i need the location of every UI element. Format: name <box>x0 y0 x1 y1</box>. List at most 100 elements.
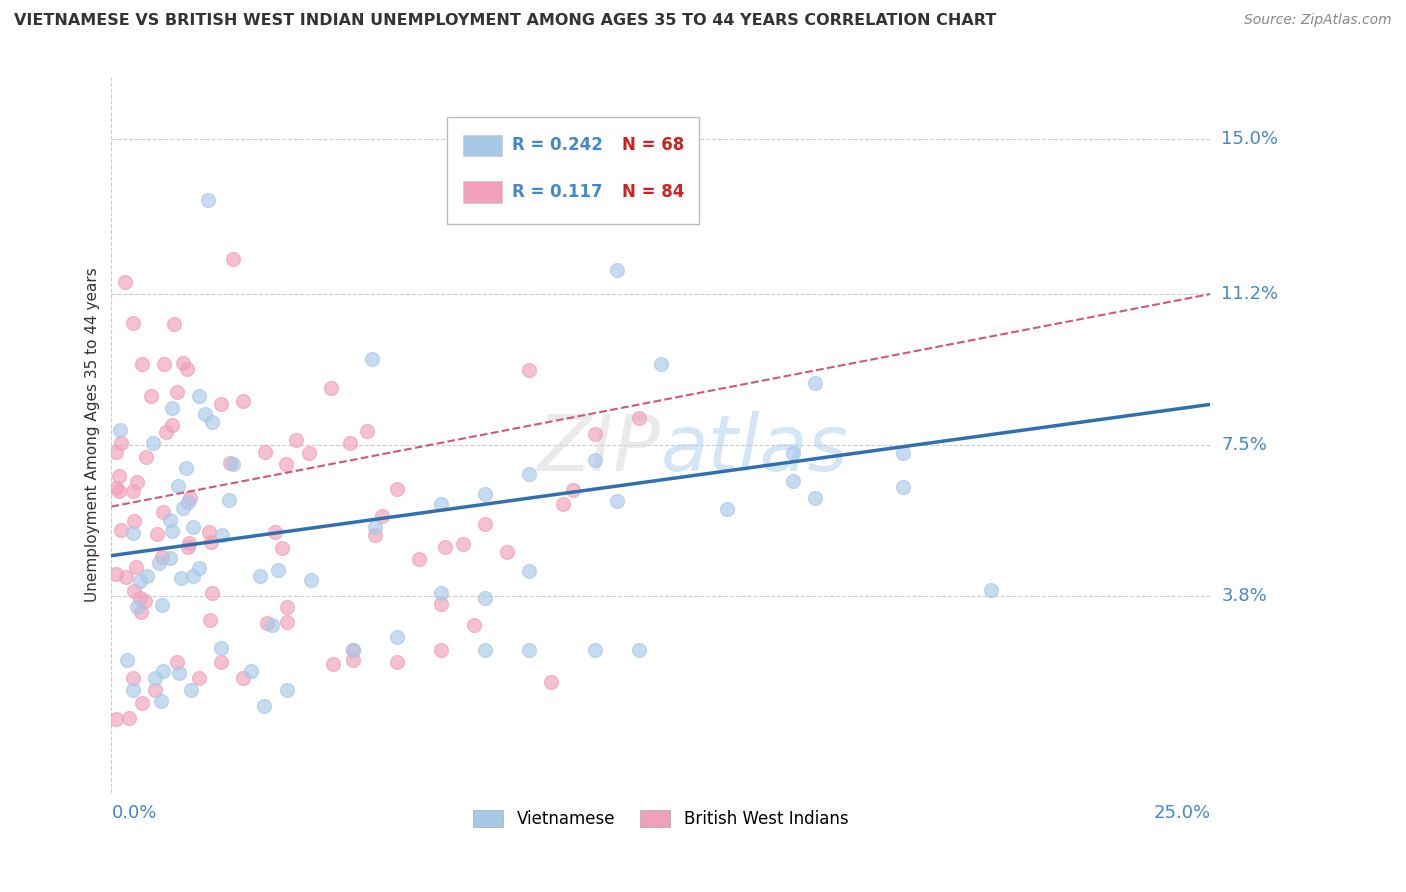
Point <box>267 563 290 577</box>
Point <box>339 436 361 450</box>
Point <box>222 252 245 267</box>
Point <box>135 450 157 464</box>
Point <box>474 517 496 532</box>
Point <box>166 655 188 669</box>
Text: N = 68: N = 68 <box>623 136 685 154</box>
Point <box>176 361 198 376</box>
Point <box>430 598 453 612</box>
Point <box>187 389 209 403</box>
Point <box>385 483 408 497</box>
Point <box>891 480 914 494</box>
Point <box>274 458 297 472</box>
Point <box>125 600 148 615</box>
Point <box>145 683 167 698</box>
Point <box>276 683 298 698</box>
Point <box>181 568 204 582</box>
Point <box>200 535 222 549</box>
Point <box>209 397 232 411</box>
Point <box>152 549 174 564</box>
Point <box>105 445 128 459</box>
Point <box>451 537 474 551</box>
Point <box>179 536 201 550</box>
Point <box>139 389 162 403</box>
Point <box>160 417 183 432</box>
Text: R = 0.242: R = 0.242 <box>513 136 603 154</box>
Point <box>342 642 364 657</box>
Point <box>152 505 174 519</box>
Text: R = 0.117: R = 0.117 <box>513 183 603 201</box>
Point <box>152 664 174 678</box>
Point <box>321 381 343 395</box>
Point <box>211 528 233 542</box>
Point <box>782 474 804 488</box>
Point <box>104 712 127 726</box>
Text: N = 84: N = 84 <box>623 183 685 201</box>
Point <box>517 564 540 578</box>
Point <box>150 694 173 708</box>
Point <box>627 411 650 425</box>
Point <box>385 655 408 669</box>
Point <box>131 696 153 710</box>
Point <box>222 457 245 471</box>
Point <box>122 316 145 330</box>
Point <box>891 446 914 460</box>
Point <box>122 683 145 698</box>
Point <box>240 665 263 679</box>
Point <box>145 671 167 685</box>
Point <box>782 446 804 460</box>
Y-axis label: Unemployment Among Ages 35 to 44 years: Unemployment Among Ages 35 to 44 years <box>86 268 100 602</box>
Point <box>104 481 127 495</box>
Point <box>276 600 298 615</box>
Point <box>115 653 138 667</box>
Point <box>463 618 485 632</box>
Point <box>172 356 194 370</box>
Point <box>201 415 224 429</box>
Point <box>716 502 738 516</box>
Point <box>803 491 825 506</box>
Point <box>167 666 190 681</box>
Point <box>181 520 204 534</box>
Point <box>627 642 650 657</box>
Point <box>129 606 152 620</box>
Text: 11.2%: 11.2% <box>1222 285 1278 303</box>
Point <box>262 617 284 632</box>
Point <box>159 551 181 566</box>
Point <box>160 401 183 415</box>
Point <box>517 642 540 657</box>
Point <box>115 570 138 584</box>
Point <box>583 642 606 657</box>
Point <box>108 484 131 499</box>
Point <box>150 598 173 612</box>
Point <box>256 615 278 630</box>
Point <box>177 540 200 554</box>
Point <box>342 642 364 657</box>
Point <box>276 615 298 629</box>
Text: 3.8%: 3.8% <box>1222 588 1267 606</box>
Point <box>270 541 292 555</box>
FancyBboxPatch shape <box>463 135 502 156</box>
Point <box>176 495 198 509</box>
Point <box>364 520 387 534</box>
Point <box>188 560 211 574</box>
Point <box>170 571 193 585</box>
Point <box>551 497 574 511</box>
Point <box>104 567 127 582</box>
Point <box>430 586 453 600</box>
FancyBboxPatch shape <box>447 117 699 224</box>
Point <box>299 573 322 587</box>
Point <box>148 556 170 570</box>
Point <box>159 513 181 527</box>
Point <box>496 545 519 559</box>
Point <box>110 524 132 538</box>
Point <box>110 436 132 450</box>
Point <box>232 671 254 685</box>
Point <box>142 436 165 450</box>
Point <box>360 351 382 366</box>
Point <box>650 357 672 371</box>
Point <box>155 425 177 439</box>
Point <box>128 591 150 606</box>
Point <box>172 500 194 515</box>
Point <box>264 524 287 539</box>
Point <box>232 394 254 409</box>
Text: 15.0%: 15.0% <box>1222 129 1278 148</box>
